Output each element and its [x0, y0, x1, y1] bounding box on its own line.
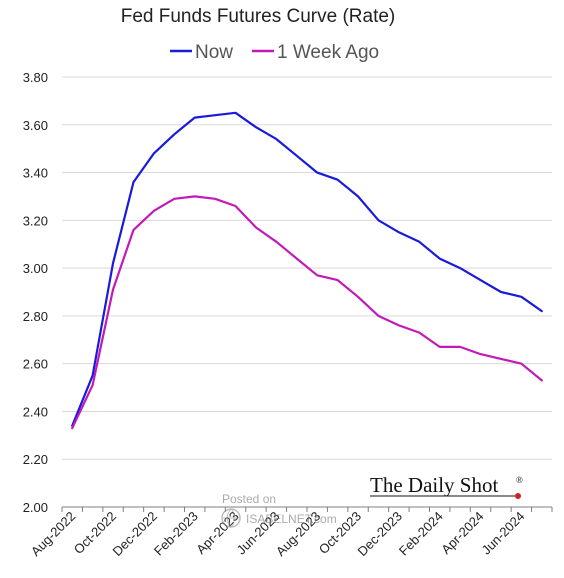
x-tick-label: Aug-2022	[28, 509, 78, 559]
legend: Now 1 Week Ago	[170, 42, 379, 63]
series-line-week-ago	[71, 195, 543, 430]
x-tick-label: Apr-2024	[438, 509, 486, 557]
y-tick-label: 3.00	[23, 261, 48, 276]
watermark: Posted on ISABELNET.com	[221, 492, 337, 528]
brand-logo-text: The Daily Shot	[370, 473, 498, 497]
x-tick-label: Feb-2024	[396, 509, 446, 559]
y-tick-label: 2.40	[23, 404, 48, 419]
x-tick-label: Dec-2023	[355, 509, 405, 559]
y-tick-label: 3.60	[23, 118, 48, 133]
y-tick-label: 2.00	[23, 500, 48, 515]
x-tick-label: Dec-2022	[110, 509, 160, 559]
brand-logo-mark: ®	[516, 475, 523, 485]
y-tick-label: 2.20	[23, 452, 48, 467]
legend-label-now: Now	[195, 42, 233, 63]
brand-logo: The Daily Shot ®	[370, 473, 523, 499]
chart-title: Fed Funds Futures Curve (Rate)	[121, 6, 396, 27]
x-tick-label: Feb-2023	[151, 509, 201, 559]
y-tick-label: 3.80	[23, 70, 48, 85]
globe-icon-meridian	[222, 508, 240, 528]
y-tick-label: 2.60	[23, 357, 48, 372]
series-lines	[71, 111, 543, 430]
watermark-posted-on: Posted on	[222, 492, 276, 506]
y-tick-label: 2.80	[23, 309, 48, 324]
series-line-now	[71, 111, 543, 427]
legend-label-week-ago: 1 Week Ago	[277, 42, 379, 63]
brand-logo-dot	[515, 493, 521, 499]
y-tick-label: 3.20	[23, 213, 48, 228]
x-tick-label: Jun-2024	[479, 509, 528, 558]
watermark-site: ISABELNET.com	[246, 512, 337, 526]
y-tick-label: 3.40	[23, 166, 48, 181]
